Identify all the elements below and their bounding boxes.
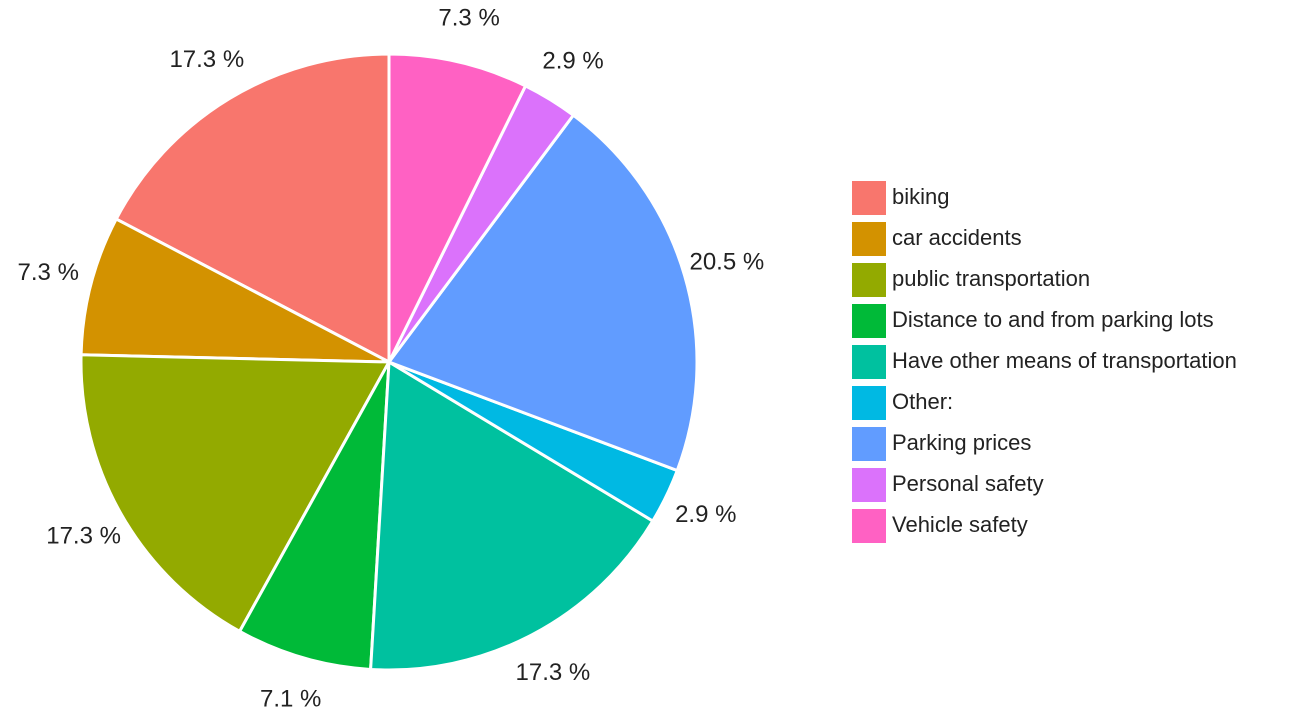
legend-swatch (852, 181, 886, 215)
slice-label: 20.5 % (689, 249, 764, 276)
slice-label: 2.9 % (542, 47, 603, 74)
pie-slice (79, 353, 392, 634)
slice-label: 17.3 % (169, 46, 244, 73)
legend-label: public transportation (892, 266, 1090, 291)
legend-label: biking (892, 184, 949, 209)
legend-label: Have other means of transportation (892, 348, 1237, 373)
legend-label: Personal safety (892, 471, 1044, 496)
pie-slice (386, 113, 699, 473)
pie-slice (369, 359, 655, 672)
legend-swatch (852, 427, 886, 461)
legend-label: Distance to and from parking lots (892, 307, 1214, 332)
legend-swatch (852, 304, 886, 338)
pie-slice (114, 52, 391, 365)
pie-slice (237, 361, 391, 672)
legend-swatch (852, 509, 886, 543)
legend-label: Vehicle safety (892, 512, 1028, 537)
legend-swatch (852, 263, 886, 297)
slice-label: 7.3 % (438, 5, 499, 32)
slice-label: 7.1 % (260, 685, 321, 712)
slice-label: 2.9 % (675, 501, 736, 528)
pie-slice (387, 52, 528, 363)
pie-slice (79, 217, 390, 364)
slice-label: 7.3 % (18, 259, 79, 286)
legend-swatch (852, 386, 886, 420)
legend-swatch (852, 222, 886, 256)
slice-label: 17.3 % (46, 522, 121, 549)
legend-label: Other: (892, 389, 953, 414)
legend-swatch (852, 345, 886, 379)
legend-swatch (852, 468, 886, 502)
legend-label: car accidents (892, 225, 1022, 250)
slice-label: 17.3 % (516, 659, 591, 686)
legend-label: Parking prices (892, 430, 1031, 455)
